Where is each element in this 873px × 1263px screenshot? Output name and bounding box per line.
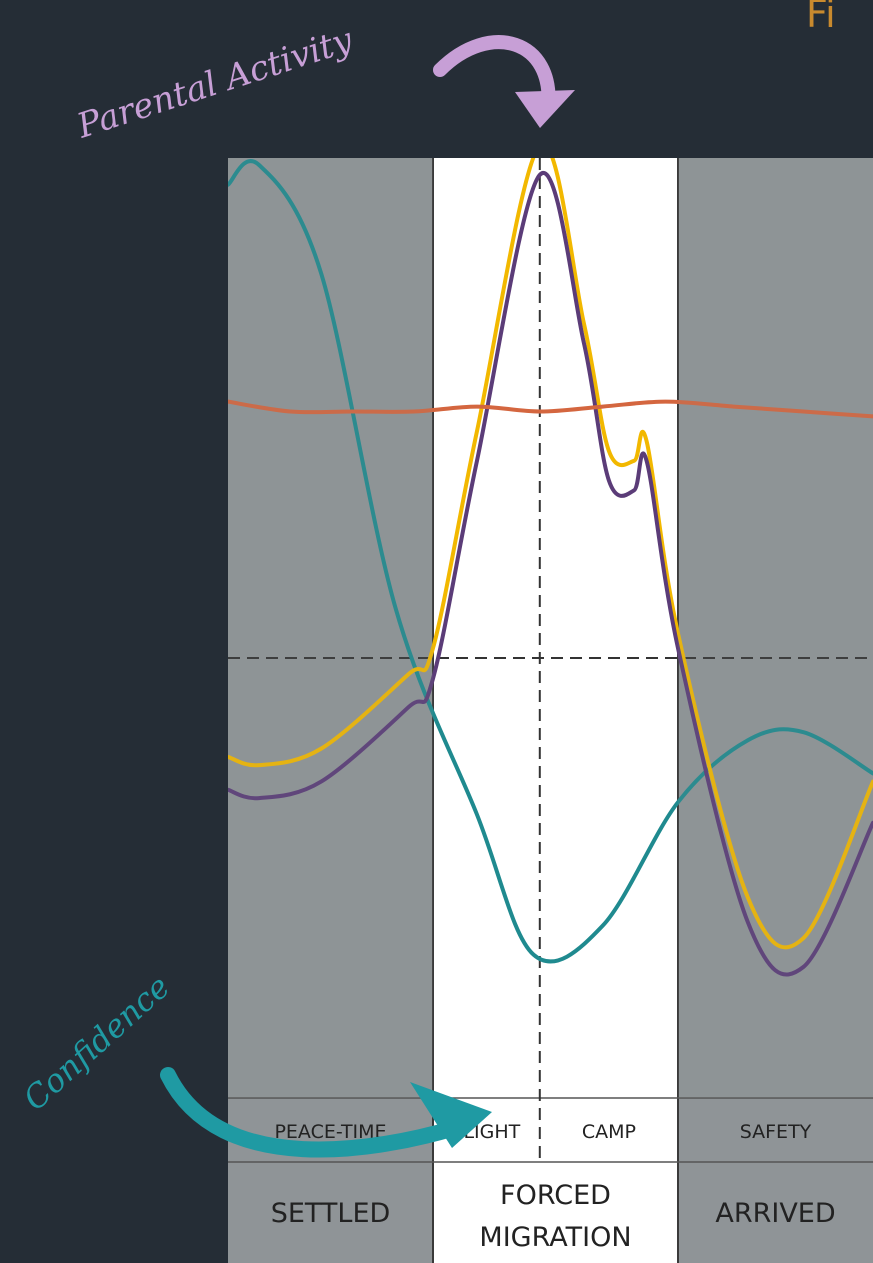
- phase-band: [678, 158, 873, 1263]
- series-line-2: [228, 158, 873, 950]
- series-line-3: [228, 170, 873, 977]
- annotation-confidence: Confidence: [16, 968, 177, 1118]
- band-overlay: [228, 158, 433, 1098]
- stage-label: CAMP: [582, 1121, 636, 1143]
- phase-label: ARRIVED: [715, 1198, 835, 1229]
- stage-label: SAFETY: [740, 1121, 812, 1143]
- phase-label: FORCED MIGRATION: [479, 1180, 631, 1253]
- series-line-4: [228, 399, 873, 419]
- band-overlay: [678, 158, 873, 1098]
- confidence-arrow-head: [410, 1082, 492, 1148]
- phase-band: [228, 158, 433, 1263]
- annotation-parental-activity: Parental Activity: [71, 20, 358, 147]
- stage-label: PEACE-TIME: [274, 1121, 386, 1143]
- confidence-arrow-shaft: [160, 1067, 463, 1158]
- parental-arrow-head: [515, 90, 575, 128]
- parental-arrow-shaft: [433, 35, 556, 115]
- title-fragment: Fi: [806, 0, 836, 36]
- phase-label: SETTLED: [271, 1198, 391, 1229]
- series-line-1: [228, 159, 873, 964]
- phase-band: [433, 158, 678, 1263]
